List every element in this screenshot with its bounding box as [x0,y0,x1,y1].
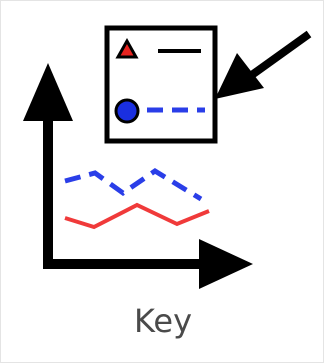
legend-triangle-marker [115,37,139,59]
red-series-line [64,202,210,230]
chart-key-icon [1,1,324,291]
tile-label: Key [133,302,192,340]
pointer-arrowhead [215,53,264,99]
pointer-arrow-shaft [246,30,312,81]
y-axis-arrowhead [23,63,73,121]
x-axis-arrowhead [199,239,253,289]
blue-dashed-series-line [64,168,203,202]
legend-circle-marker [114,98,140,124]
